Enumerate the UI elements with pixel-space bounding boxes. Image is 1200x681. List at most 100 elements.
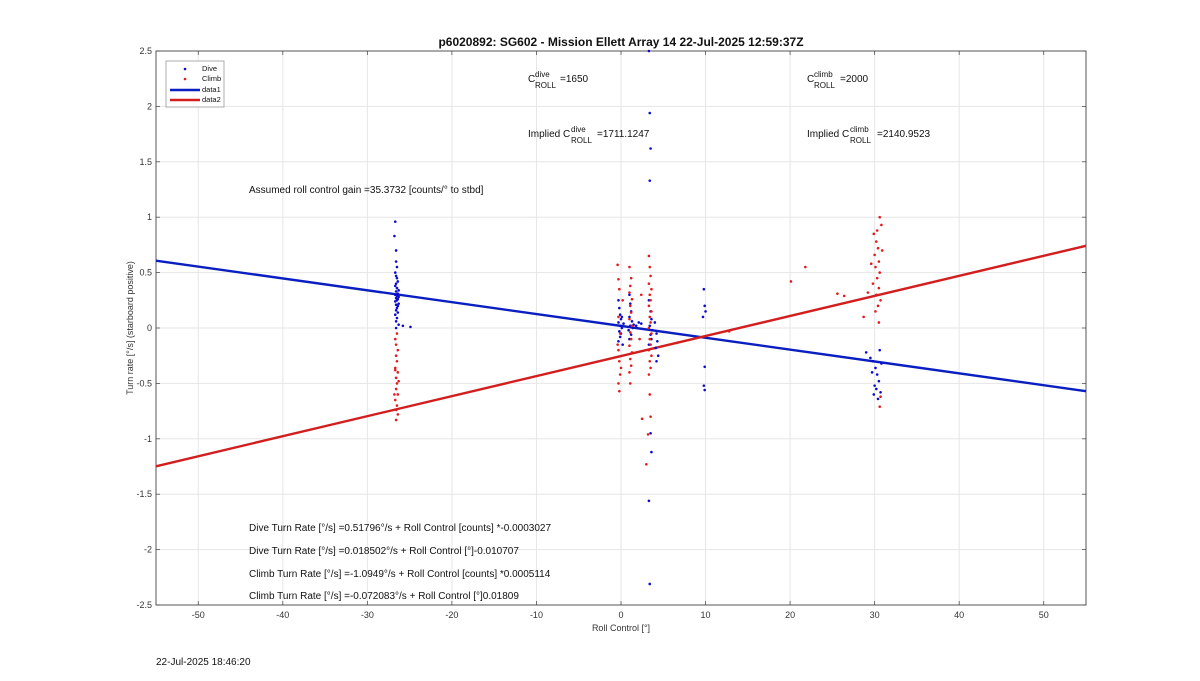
dive-point [628,293,631,297]
climb-point [875,276,879,280]
climb-point [629,284,632,288]
climb-point [396,348,400,352]
climb-point [640,417,644,421]
legend-dive-marker [183,67,187,71]
scatter-points [393,49,884,586]
climb-point [393,398,397,402]
fit-line-data2 [155,244,1087,468]
climb-sup: climb [814,70,833,79]
climb-point [879,299,882,302]
roll-gain-annotation: Assumed roll control gain =35.3732 [coun… [249,185,484,196]
climb-point [629,357,632,361]
climb-point [648,265,652,269]
x-tick-label: 30 [870,610,880,620]
dive-point [393,271,397,274]
climb-point [649,299,652,302]
svg-text:ROLL: ROLL [571,136,592,145]
climb-point [639,293,643,297]
climb-point [395,404,399,407]
dive-point [879,390,882,394]
dive-point [869,356,872,360]
dive-point [876,397,880,401]
roll-sub: ROLL [850,136,871,145]
roll-sub: ROLL [814,81,835,90]
climb-point [394,343,398,346]
climb-point [618,389,621,393]
c-roll-dive-value: =1650 [560,74,589,85]
climb-sup: climb [850,125,869,134]
climb-point [617,348,620,352]
implied-prefix: Implied C [528,129,570,140]
c-letter: C [807,74,814,85]
dive-point [394,308,398,312]
dive-point [702,384,706,387]
dive-point [871,359,875,363]
climb-point [880,249,884,252]
dive-point [617,299,620,302]
climb-point [877,260,881,263]
dive-point [395,286,399,290]
climb-point [875,229,879,232]
dive-point [618,306,621,310]
climb-point [650,332,653,335]
dive-point [397,302,400,305]
dive-point [880,362,883,365]
climb-point [727,330,731,333]
climb-point [394,376,398,380]
climb-point [647,282,651,285]
x-tick-label: -10 [530,610,543,620]
c-roll-climb-value: =2000 [840,74,869,85]
climb-point [647,304,651,308]
climb-point [616,263,619,267]
climb-point [628,317,631,321]
dive-point [397,323,400,326]
x-tick-label: -20 [445,610,458,620]
climb-point [872,232,876,236]
dive-point [647,499,651,503]
dive-point [703,388,706,392]
legend: Dive Climb data1 data2 [165,60,225,108]
climb-point [879,395,882,398]
climb-point [862,315,865,319]
dive-point [395,265,399,269]
dive-point [409,325,412,329]
climb-point [629,311,633,314]
timestamp: 22-Jul-2025 18:46:20 [156,657,251,668]
implied-dive-value: =1711.1247 [597,129,650,140]
dive-point [620,315,624,319]
dive-point [649,147,652,150]
climb-point [647,326,651,330]
climb-point [616,343,619,346]
y-tick-label: -1 [144,434,152,444]
climb-point [393,366,397,370]
y-tick-label: -1.5 [136,489,152,499]
climb-point [628,344,631,348]
climb-point [804,265,807,269]
dive-point [631,326,635,330]
climb-point [629,276,633,280]
climb-point [866,291,870,294]
y-tick-label: 1 [147,212,152,222]
x-tick-label: 20 [785,610,795,620]
dive-point [656,354,660,358]
dive-point [650,450,653,454]
dive-point [701,315,705,319]
dive-fit-degrees-annotation: Dive Turn Rate [°/s] =0.018502°/s + Roll… [249,546,519,557]
dive-point [873,384,876,387]
climb-point [876,246,880,250]
climb-point [649,343,652,346]
climb-point [789,280,793,283]
dive-point [648,179,652,182]
y-tick-label: -2.5 [136,600,152,610]
y-tick-label: 0 [147,323,152,333]
dive-point [629,302,632,305]
dive-point [393,313,397,317]
svg-text:climb: climb [814,70,833,79]
dive-point [655,359,658,363]
dive-point [621,343,624,346]
climb-point [647,373,651,376]
climb-point [393,393,396,396]
dive-point [396,280,400,283]
climb-point [396,371,400,374]
